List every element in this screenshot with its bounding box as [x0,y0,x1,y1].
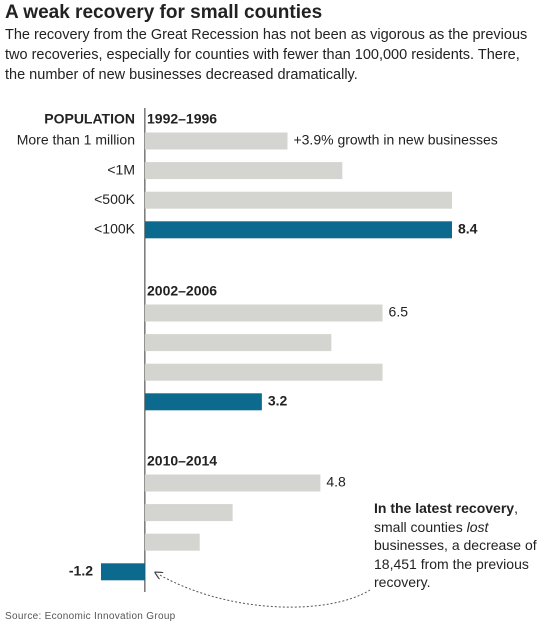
value-label: 4.8 [326,474,346,490]
bar [144,162,343,180]
group-title: 2002–2006 [147,283,217,299]
bar [144,191,452,209]
value-label: +3.9% growth in new businesses [293,132,497,148]
category-header: POPULATION [44,111,135,127]
chart-title: A weak recovery for small counties [5,2,323,23]
annotation-text: In the latest recovery [374,500,515,516]
annotation: In the latest recovery, small counties l… [374,499,539,592]
annotation-text: , small counties [374,500,518,535]
annotation-text: businesses, a decrease of 18,451 from th… [374,537,537,590]
bar [144,363,383,381]
bar [144,334,332,352]
group-title: 1992–1996 [147,111,217,127]
bar [144,304,383,322]
value-label: 8.4 [458,221,478,237]
group-title: 2010–2014 [147,453,217,469]
category-label: <500K [94,191,136,207]
source: Source: Economic Innovation Group [5,611,176,622]
bar [144,393,262,411]
category-label: More than 1 million [17,132,135,148]
bar [144,504,233,522]
bar [144,533,200,551]
value-label: 6.5 [389,304,409,320]
bar [144,221,452,239]
annotation-text: lost [466,518,489,535]
bar [101,563,145,581]
category-label: <100K [94,221,136,237]
chart-subtitle: The recovery from the Great Recession ha… [5,27,528,83]
bar [144,474,321,492]
annotation-arrow [158,574,371,608]
value-label: 3.2 [268,393,288,409]
category-label: <1M [107,161,135,177]
value-label: -1.2 [69,563,93,579]
bar [144,132,288,150]
